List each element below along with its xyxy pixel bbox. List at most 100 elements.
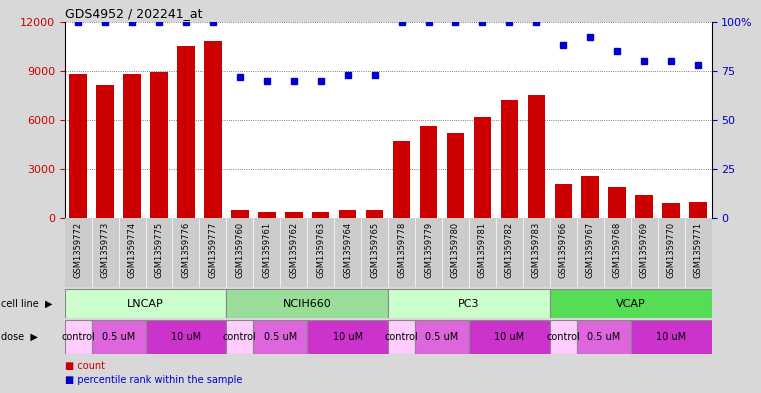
Text: GSM1359766: GSM1359766 [559, 222, 568, 278]
Bar [91, 218, 119, 287]
Text: GSM1359762: GSM1359762 [289, 222, 298, 278]
Text: GSM1359778: GSM1359778 [397, 222, 406, 278]
Text: 0.5 uM: 0.5 uM [587, 332, 620, 342]
Bar [442, 218, 469, 287]
Bar [658, 218, 685, 287]
Bar [496, 218, 523, 287]
Text: cell line  ▶: cell line ▶ [1, 299, 53, 309]
Bar [97, 85, 114, 218]
Bar [312, 211, 330, 218]
Bar [469, 320, 550, 354]
Text: GSM1359767: GSM1359767 [586, 222, 595, 278]
Bar [527, 95, 545, 218]
Bar [123, 74, 141, 218]
Text: 10 uM: 10 uM [171, 332, 201, 342]
Bar [339, 210, 356, 218]
Bar [631, 320, 712, 354]
Bar [388, 218, 415, 287]
Bar [204, 41, 221, 218]
Bar [280, 218, 307, 287]
Text: GSM1359782: GSM1359782 [505, 222, 514, 278]
Bar [609, 187, 626, 218]
Bar [199, 218, 227, 287]
Text: PC3: PC3 [458, 299, 479, 309]
Bar [523, 218, 550, 287]
Bar [366, 210, 384, 218]
Bar [603, 218, 631, 287]
Text: 10 uM: 10 uM [656, 332, 686, 342]
Bar [307, 320, 388, 354]
Text: 10 uM: 10 uM [333, 332, 363, 342]
Text: GSM1359760: GSM1359760 [235, 222, 244, 278]
Bar [227, 218, 253, 287]
Bar [388, 320, 415, 354]
Text: 10 uM: 10 uM [495, 332, 524, 342]
Text: dose  ▶: dose ▶ [1, 332, 37, 342]
Bar [258, 211, 275, 218]
Bar [550, 289, 712, 318]
Text: 0.5 uM: 0.5 uM [102, 332, 135, 342]
Bar [420, 127, 438, 218]
Bar [361, 218, 388, 287]
Bar [150, 72, 167, 218]
Bar [415, 320, 469, 354]
Bar [577, 218, 603, 287]
Bar [393, 141, 410, 218]
Bar [65, 320, 91, 354]
Text: NCIH660: NCIH660 [283, 299, 332, 309]
Text: GSM1359764: GSM1359764 [343, 222, 352, 278]
Bar [65, 218, 91, 287]
Text: control: control [385, 332, 419, 342]
Bar [231, 210, 249, 218]
Text: LNCAP: LNCAP [127, 299, 164, 309]
Text: GSM1359765: GSM1359765 [370, 222, 379, 278]
Bar [631, 218, 658, 287]
Bar [227, 289, 388, 318]
Bar [307, 218, 334, 287]
Bar [177, 46, 195, 218]
Bar [69, 74, 87, 218]
Bar [635, 195, 653, 218]
Text: GSM1359769: GSM1359769 [640, 222, 648, 278]
Text: GSM1359763: GSM1359763 [317, 222, 325, 278]
Bar [145, 218, 173, 287]
Bar [253, 320, 307, 354]
Text: GSM1359773: GSM1359773 [100, 222, 110, 278]
Text: GSM1359777: GSM1359777 [209, 222, 218, 278]
Bar [447, 133, 464, 218]
Text: control: control [546, 332, 580, 342]
Bar [555, 184, 572, 218]
Text: GSM1359776: GSM1359776 [181, 222, 190, 278]
Bar [501, 100, 518, 218]
Bar [469, 218, 496, 287]
Text: control: control [223, 332, 256, 342]
Text: GSM1359781: GSM1359781 [478, 222, 487, 278]
Bar [65, 289, 227, 318]
Bar [662, 204, 680, 218]
Text: GSM1359783: GSM1359783 [532, 222, 541, 278]
Text: GSM1359768: GSM1359768 [613, 222, 622, 278]
Text: GSM1359775: GSM1359775 [154, 222, 164, 278]
Text: GSM1359770: GSM1359770 [667, 222, 676, 278]
Text: GSM1359779: GSM1359779 [424, 222, 433, 278]
Text: GDS4952 / 202241_at: GDS4952 / 202241_at [65, 7, 202, 20]
Text: GSM1359771: GSM1359771 [693, 222, 702, 278]
Text: GSM1359780: GSM1359780 [451, 222, 460, 278]
Text: ■ percentile rank within the sample: ■ percentile rank within the sample [65, 375, 242, 385]
Bar [285, 211, 303, 218]
Text: GSM1359761: GSM1359761 [263, 222, 272, 278]
Text: VCAP: VCAP [616, 299, 645, 309]
Text: control: control [62, 332, 95, 342]
Text: ■ count: ■ count [65, 361, 105, 371]
Bar [334, 218, 361, 287]
Bar [119, 218, 145, 287]
Bar [388, 289, 550, 318]
Bar [689, 202, 707, 218]
Bar [550, 218, 577, 287]
Text: GSM1359774: GSM1359774 [128, 222, 136, 278]
Bar [581, 176, 599, 218]
Bar [415, 218, 442, 287]
Bar [227, 320, 253, 354]
Text: 0.5 uM: 0.5 uM [263, 332, 297, 342]
Bar [550, 320, 577, 354]
